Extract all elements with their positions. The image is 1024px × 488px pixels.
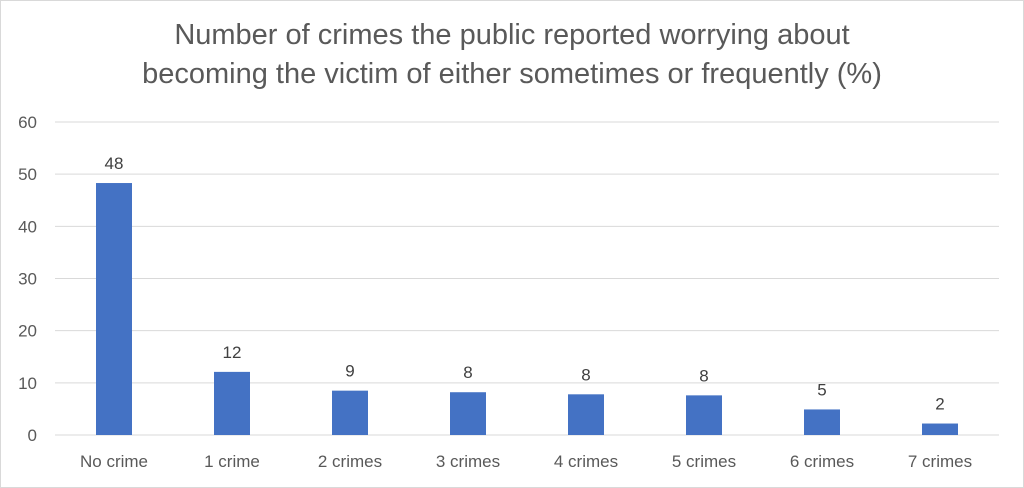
x-tick-label: 7 crimes — [908, 452, 972, 471]
x-axis-ticks: No crime 1 crime 2 crimes 3 crimes 4 crimes 5… — [80, 452, 972, 471]
y-tick-label: 20 — [18, 322, 37, 341]
data-label: 8 — [463, 363, 472, 382]
x-tick-label: No crime — [80, 452, 148, 471]
x-tick-label: 3 crimes — [436, 452, 500, 471]
data-label: 5 — [817, 380, 826, 399]
data-labels: 48 12 9 8 8 8 5 2 — [105, 154, 945, 413]
y-tick-label: 30 — [18, 270, 37, 289]
bar-no-crime — [96, 183, 132, 435]
y-tick-label: 50 — [18, 165, 37, 184]
data-label: 8 — [581, 365, 590, 384]
x-tick-label: 1 crime — [204, 452, 260, 471]
data-label: 2 — [935, 395, 944, 414]
y-tick-label: 10 — [18, 374, 37, 393]
bar-5-crimes — [686, 395, 722, 435]
x-tick-label: 5 crimes — [672, 452, 736, 471]
chart-title-line-2: becoming the victim of either sometimes … — [142, 58, 882, 90]
gridlines — [55, 121, 999, 436]
y-axis-ticks: 0 10 20 30 40 50 60 — [18, 113, 37, 445]
y-tick-label: 0 — [28, 426, 37, 445]
bars — [96, 183, 958, 435]
x-tick-label: 6 crimes — [790, 452, 854, 471]
data-label: 8 — [699, 366, 708, 385]
x-tick-label: 2 crimes — [318, 452, 382, 471]
chart-title-line-1: Number of crimes the public reported wor… — [174, 19, 850, 51]
bar-3-crimes — [450, 392, 486, 435]
data-label: 12 — [223, 343, 242, 362]
y-tick-label: 60 — [18, 113, 37, 132]
chart-title: Number of crimes the public reported wor… — [0, 16, 1024, 94]
bar-1-crime — [214, 371, 250, 435]
bar-2-crimes — [332, 390, 368, 435]
data-label: 48 — [105, 154, 124, 173]
x-tick-label: 4 crimes — [554, 452, 618, 471]
data-label: 9 — [345, 362, 354, 381]
bar-7-crimes — [922, 423, 958, 435]
bar-4-crimes — [568, 394, 604, 435]
y-tick-label: 40 — [18, 217, 37, 236]
bar-6-crimes — [804, 409, 840, 435]
